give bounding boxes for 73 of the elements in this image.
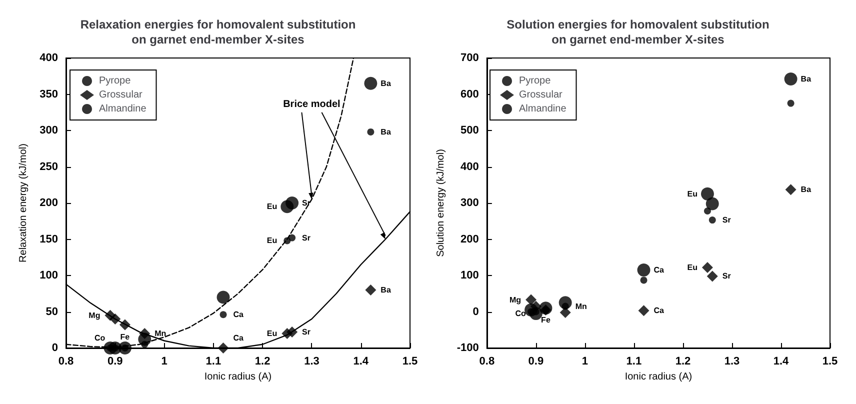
x-tick-label: 1 — [161, 356, 168, 368]
legend-label: Almandine — [99, 104, 147, 114]
chart-title: Relaxation energies for homovalent substitution on garnet end-member X-sites — [80, 18, 356, 46]
annotation: Ba — [380, 286, 392, 294]
x-tick-label: 1.2 — [675, 356, 691, 368]
x-tick-label: 1.1 — [626, 356, 642, 368]
y-tick-label: 100 — [40, 270, 58, 282]
y-tick-label: 400 — [460, 160, 479, 173]
x-tick-label: 1.4 — [353, 356, 370, 368]
x-tick-label: 1.1 — [206, 356, 222, 368]
x-tick-label: 1.3 — [724, 356, 740, 368]
annotation: Mg — [509, 295, 522, 304]
y-tick-label: 300 — [460, 197, 479, 209]
x-tick-label: 1.2 — [254, 356, 270, 368]
annotation: Ba — [380, 127, 392, 136]
annotation: Ca — [654, 266, 665, 275]
y-tick-label: 0 — [52, 342, 58, 354]
legend-label: Grossular — [99, 90, 144, 100]
legend-label: Pyrope — [99, 76, 132, 86]
y-tick-label: 100 — [460, 270, 479, 282]
annotation: Fe — [541, 316, 551, 325]
annotation: Ba — [380, 78, 392, 88]
annotation: Sr — [302, 328, 311, 337]
annotation: Eu — [266, 329, 278, 338]
legend-label: Grossular — [519, 90, 564, 100]
y-tick-label: 350 — [40, 88, 58, 100]
x-tick-label: 0.8 — [58, 356, 74, 368]
x-axis-title: Ionic radius (A) — [624, 372, 692, 382]
y-tick-label: 250 — [40, 160, 58, 173]
x-tick-label: 1 — [582, 356, 588, 368]
x-tick-label: 1.4 — [773, 356, 790, 368]
annotation: Ca — [654, 306, 665, 316]
annotation: Mg — [88, 310, 100, 320]
annotation: Eu — [687, 263, 698, 272]
y-tick-label: 50 — [46, 306, 58, 318]
y-tick-label: 400 — [40, 52, 58, 64]
annotation: Ba — [800, 185, 812, 194]
annotation: Eu — [687, 189, 698, 198]
legend-label: Almandine — [519, 104, 567, 114]
annotation: Co — [94, 334, 106, 342]
y-tick-label: 700 — [460, 52, 479, 64]
annotation: Ca — [233, 310, 244, 320]
y-axis-title: Relaxation energy (kJ/mol) — [18, 144, 30, 262]
annotation: Ba — [800, 74, 812, 84]
annotation: Co — [515, 309, 526, 318]
x-tick-label: 1.5 — [822, 356, 838, 368]
annotation: Ca — [233, 334, 244, 342]
chart-title: Solution energies for homovalent substitution on garnet end-member X-sites — [506, 18, 770, 46]
annotation: Mn — [154, 329, 166, 338]
annotation: Sr — [302, 233, 311, 242]
y-tick-label: 200 — [460, 233, 479, 246]
annotation: Brice model — [283, 98, 341, 110]
annotation: Fe — [120, 332, 130, 342]
y-tick-label: -100 — [456, 342, 479, 354]
x-tick-label: 1.5 — [402, 356, 418, 368]
y-axis-title: Solution energy (kJ/mol) — [436, 149, 446, 257]
annotation: Sr — [722, 272, 731, 281]
x-tick-label: 0.8 — [479, 356, 495, 368]
y-tick-label: 200 — [40, 197, 58, 209]
x-tick-label: 1.3 — [304, 356, 320, 368]
y-tick-label: 150 — [40, 233, 58, 246]
annotation: Sr — [722, 216, 731, 225]
annotation: Mn — [575, 302, 587, 311]
y-tick-label: 600 — [460, 88, 479, 100]
legend-label: Pyrope — [519, 76, 552, 86]
annotation: Eu — [266, 202, 278, 212]
y-tick-label: 500 — [460, 124, 479, 136]
annotation: Eu — [266, 236, 278, 246]
y-tick-label: 0 — [472, 306, 479, 318]
y-tick-label: 300 — [40, 124, 58, 136]
x-tick-label: 0.9 — [528, 356, 544, 368]
x-axis-title: Ionic radius (A) — [204, 372, 272, 382]
x-tick-label: 0.9 — [107, 356, 123, 368]
